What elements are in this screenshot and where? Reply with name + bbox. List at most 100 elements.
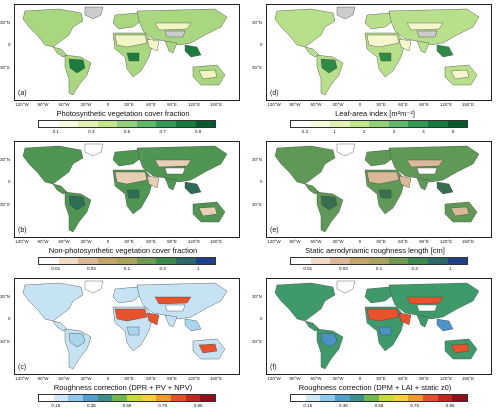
australia-interior-shape — [198, 206, 218, 217]
sahara-shape — [114, 171, 148, 185]
colorbar-tick-label: 1 — [448, 266, 452, 271]
colorbar-swatch — [156, 258, 176, 264]
lon-tick: 90°W — [289, 102, 301, 107]
colorbar-tick-label: 0.7 — [159, 129, 166, 134]
lon-tick: 60°W — [310, 239, 322, 244]
colorbar-swatch — [408, 258, 428, 264]
congo-shape — [126, 189, 140, 199]
colorbar-tick-label: 0.55 — [374, 403, 384, 408]
colorbar-swatch — [349, 121, 370, 127]
lon-tick: 30°W — [80, 376, 92, 381]
colorbar-swatch — [393, 395, 409, 401]
india-shape — [164, 40, 178, 54]
lon-tick: 30°W — [80, 239, 92, 244]
colorbar-swatch — [349, 395, 365, 401]
lon-tick: 30°E — [124, 102, 134, 107]
colorbar-swatch — [452, 395, 468, 401]
panel-title: Roughness correction (DPR + PV + NPV) — [53, 383, 193, 392]
lon-tick: 0 — [358, 102, 362, 107]
lon-tick: 60°W — [310, 102, 322, 107]
colorbar-tick-label: 0.95 — [445, 403, 455, 408]
panel-title: Leaf-area index [m²m⁻²] — [335, 109, 415, 118]
sahara-shape — [366, 34, 400, 48]
world-map-svg — [22, 6, 228, 96]
panel-title: Roughness correction (DPM + LAI + static… — [298, 383, 452, 392]
colorbar-swatch — [423, 395, 438, 401]
colorbar-tick-label: 0.3 — [159, 266, 166, 271]
lon-tick: 90°W — [289, 376, 301, 381]
map-panel-3: 30°N 0 30°S — [252, 139, 498, 275]
colorbar-swatch — [437, 395, 453, 401]
map-panel-4: 30°N 0 30°S — [0, 276, 246, 412]
lon-tick: 60°E — [146, 102, 156, 107]
lon-tick: 60°E — [146, 376, 156, 381]
southeast-asia-shape — [184, 181, 202, 195]
europe-shape — [112, 12, 142, 30]
southeast-asia-shape — [436, 181, 454, 195]
europe-shape — [364, 12, 394, 30]
colorbar-swatch — [127, 395, 142, 401]
congo-shape — [378, 52, 392, 62]
colorbar-swatch — [200, 395, 216, 401]
congo-shape — [126, 326, 140, 336]
colorbar-swatch — [388, 258, 409, 264]
world-map: (e) — [266, 141, 492, 238]
world-map: (f) — [266, 278, 492, 375]
colorbar-swatch — [369, 121, 389, 127]
lon-tick: 0 — [358, 239, 362, 244]
lon-tick: 30°E — [376, 239, 386, 244]
europe-shape — [364, 149, 394, 167]
australia-interior-shape — [450, 343, 470, 354]
map-panel-0: 30°N 0 30°S — [0, 2, 246, 138]
colorbar-swatch — [156, 395, 172, 401]
colorbar-ticks: 0.01 0.03 0.1 0.3 1 — [38, 266, 216, 274]
lon-tick: 120°E — [187, 376, 201, 381]
lon-tick: 120°W — [15, 102, 29, 107]
colorbar-ticks: 0.1 0.3 0.5 0.7 0.9 — [38, 129, 216, 137]
arabia-shape — [398, 312, 412, 326]
lon-tick: 150°E — [209, 376, 223, 381]
lon-tick: 60°E — [398, 376, 408, 381]
central-asia-shape — [406, 22, 444, 31]
colorbar-swatch — [330, 258, 350, 264]
colorbar-swatch — [171, 395, 186, 401]
colorbar-swatch — [195, 121, 216, 127]
southeast-asia-shape — [184, 318, 202, 332]
lat-tick: 30°N — [0, 294, 11, 299]
lon-tick: 120°W — [267, 376, 281, 381]
world-map: (d) — [266, 4, 492, 101]
colorbar-swatch — [408, 395, 424, 401]
lon-tick: 90°W — [37, 239, 49, 244]
colorbar-swatch — [78, 258, 98, 264]
colorbar-tick-label: 0.75 — [158, 403, 167, 408]
lon-tick: 120°W — [267, 239, 281, 244]
lon-tick: 90°E — [419, 102, 429, 107]
lon-tick: 0 — [106, 376, 110, 381]
colorbar — [38, 394, 216, 402]
colorbar-tick-label: 0.15 — [51, 403, 61, 408]
lat-tick: 30°N — [0, 157, 11, 162]
australia-interior-shape — [198, 69, 218, 80]
lon-tick: 150°E — [209, 239, 223, 244]
panel-label: (a) — [18, 90, 27, 97]
amazon-shape — [68, 195, 86, 211]
greenland-shape — [84, 280, 104, 294]
colorbar-tick-label: 0.35 — [87, 403, 96, 408]
map-panel-2: 30°N 0 30°S — [0, 139, 246, 275]
lat-tick: 30°S — [252, 339, 262, 344]
colorbar-ticks: 0.15 0.35 0.55 0.75 0.95 — [290, 403, 468, 411]
amazon-shape — [320, 58, 338, 74]
colorbar-tick-label: 0.01 — [51, 266, 61, 271]
congo-shape — [126, 52, 140, 62]
world-map: (a) — [14, 4, 240, 101]
colorbar-swatch — [83, 395, 98, 401]
colorbar-swatch — [388, 121, 409, 127]
colorbar-swatch — [330, 121, 350, 127]
australia-interior-shape — [450, 69, 470, 80]
colorbar-swatch — [310, 121, 331, 127]
tibet-shape — [164, 167, 186, 175]
colorbar-swatch — [379, 395, 394, 401]
lon-tick: 0 — [358, 376, 362, 381]
arabia-shape — [146, 38, 160, 52]
colorbar-swatch — [39, 395, 54, 401]
